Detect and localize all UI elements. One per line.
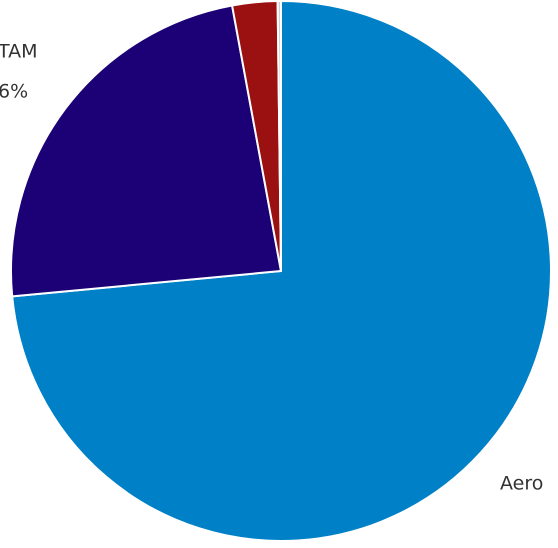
slice-label: 6% — [0, 81, 28, 103]
pie-slice — [10, 4, 282, 298]
slice-label: TAM — [0, 41, 38, 63]
pie-slice — [276, 0, 282, 272]
slice-label: Aero — [500, 473, 543, 495]
